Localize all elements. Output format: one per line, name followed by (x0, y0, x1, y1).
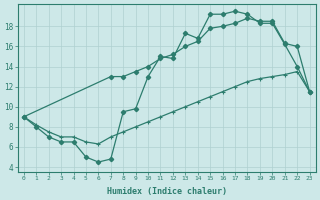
X-axis label: Humidex (Indice chaleur): Humidex (Indice chaleur) (107, 187, 227, 196)
